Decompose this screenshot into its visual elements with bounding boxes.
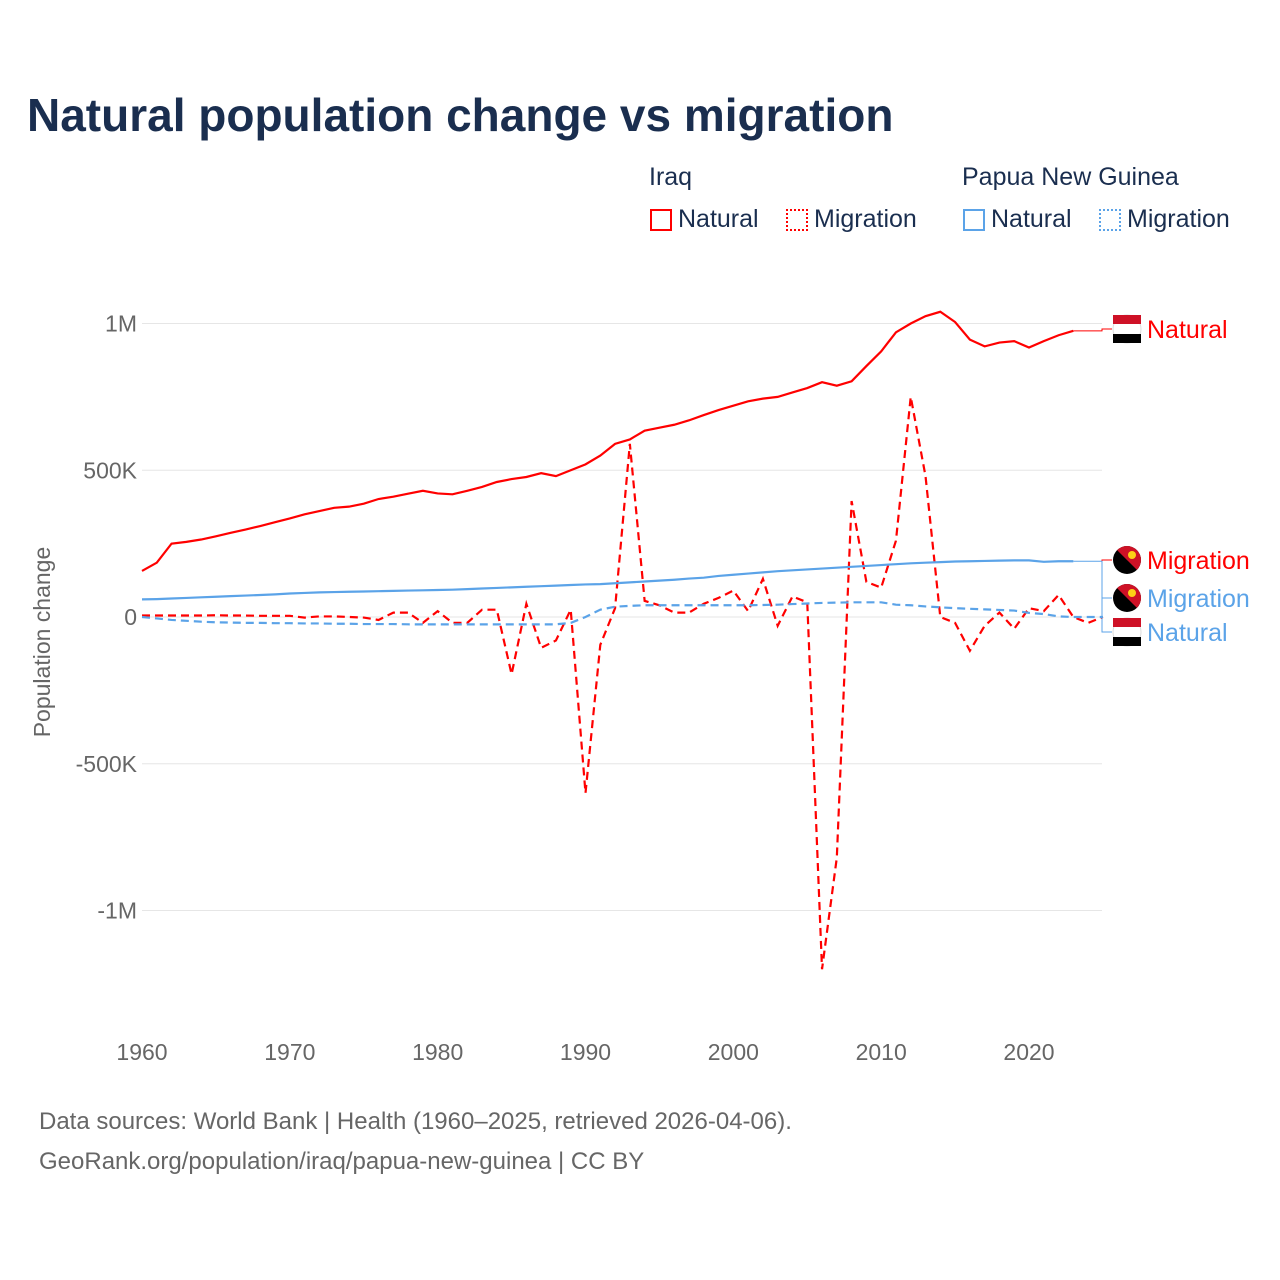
x-tick-label: 1990	[560, 1039, 611, 1065]
legend-group-iraq: Iraq	[649, 163, 693, 191]
x-tick-label: 2010	[856, 1039, 907, 1065]
x-tick-label: 1960	[116, 1039, 167, 1065]
footer-attribution: GeoRank.org/population/iraq/papua-new-gu…	[39, 1148, 645, 1175]
legend-iraq-natural[interactable]: Natural	[650, 205, 759, 234]
label-connector	[1073, 560, 1112, 633]
legend-label: Migration	[814, 205, 917, 233]
series-end-label: Natural	[1147, 619, 1228, 647]
chart-title: Natural population change vs migration	[27, 89, 894, 141]
flag-stripe	[1113, 637, 1141, 646]
flag-bird	[1128, 551, 1136, 559]
series-end-label: Migration	[1147, 547, 1250, 575]
y-axis-label: Population change	[29, 547, 55, 738]
legend-swatch	[1099, 208, 1121, 231]
flag-stripe	[1113, 618, 1141, 627]
legend-label: Migration	[1127, 205, 1230, 233]
label-connector	[1101, 597, 1112, 618]
legend-png-migration[interactable]: Migration	[1099, 205, 1230, 234]
series-line	[141, 559, 1074, 601]
x-tick-label: 2020	[1003, 1039, 1054, 1065]
flag-bird	[1128, 589, 1136, 597]
series-line	[142, 396, 1104, 970]
legend-swatch	[963, 208, 985, 231]
series-end-label: Migration	[1147, 585, 1250, 613]
flag-half	[1117, 546, 1141, 570]
footer-sources: Data sources: World Bank | Health (1960–…	[39, 1108, 792, 1135]
flag-stripe	[1113, 315, 1141, 324]
y-tick-label: 1M	[105, 311, 137, 337]
legend-swatch	[786, 208, 808, 231]
x-tick-label: 1970	[264, 1039, 315, 1065]
label-connector	[1073, 328, 1112, 332]
y-tick-label: -500K	[76, 751, 138, 777]
label-connector	[1101, 559, 1112, 618]
series-line	[141, 601, 1103, 626]
x-tick-label: 2000	[708, 1039, 759, 1065]
legend-label: Natural	[991, 205, 1072, 233]
legend-label: Natural	[678, 205, 759, 233]
y-tick-label: 0	[124, 604, 137, 630]
x-tick-label: 1980	[412, 1039, 463, 1065]
series-line	[141, 310, 1074, 572]
legend-png-natural[interactable]: Natural	[963, 205, 1072, 234]
y-tick-label: 500K	[83, 457, 137, 483]
series-end-label: Natural	[1147, 316, 1228, 344]
y-tick-label: -1M	[97, 898, 137, 924]
legend-swatch	[650, 208, 672, 231]
flag-half	[1117, 584, 1141, 608]
legend-group-png: Papua New Guinea	[962, 163, 1179, 191]
flag-stripe	[1113, 334, 1141, 343]
legend-iraq-migration[interactable]: Migration	[786, 205, 917, 234]
